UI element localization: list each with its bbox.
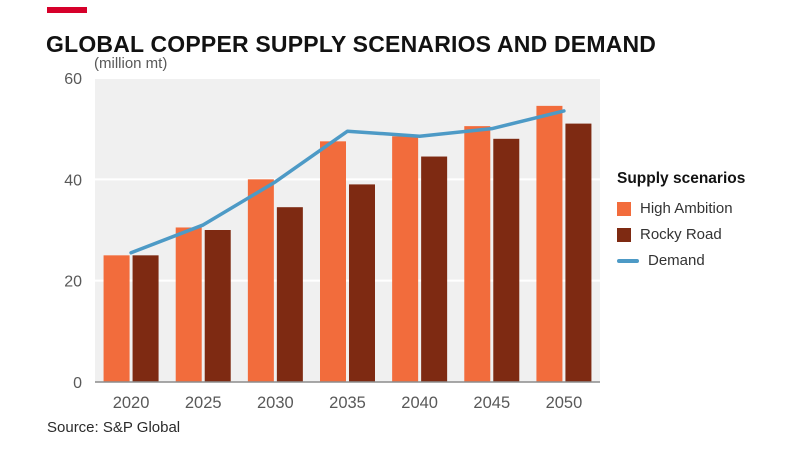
legend-item-high-ambition: High Ambition [617, 200, 745, 217]
bar-rocky-road-2025 [204, 230, 231, 382]
bar-high-ambition-2050 [536, 105, 563, 382]
plot-background [95, 78, 600, 382]
x-tick-label-2020: 2020 [113, 394, 150, 412]
chart-title: GLOBAL COPPER SUPPLY SCENARIOS AND DEMAN… [46, 31, 657, 58]
high-ambition-swatch [617, 201, 631, 216]
legend-item-label: Demand [648, 252, 705, 269]
bar-high-ambition-2030 [247, 179, 274, 382]
bar-rocky-road-2050 [565, 123, 592, 382]
bar-rocky-road-2045 [493, 138, 520, 382]
legend-item-demand: Demand [617, 252, 745, 269]
x-tick-label-2045: 2045 [473, 394, 510, 412]
demand-swatch [617, 258, 639, 263]
bar-rocky-road-2035 [349, 184, 375, 382]
bar-high-ambition-2045 [464, 126, 491, 382]
legend-item-label: Rocky Road [640, 226, 722, 243]
bar-high-ambition-2040 [392, 136, 419, 382]
legend: Supply scenarios High Ambition Rocky Road… [617, 170, 745, 278]
bar-rocky-road-2040 [421, 156, 448, 382]
y-tick-label-60: 60 [64, 71, 82, 88]
demand-line [129, 109, 566, 255]
brand-accent-bar [47, 7, 87, 13]
x-tick-label-2035: 2035 [329, 394, 366, 412]
x-tick-label-2030: 2030 [257, 394, 294, 412]
y-tick-label-20: 20 [64, 274, 82, 291]
x-tick-label-2040: 2040 [401, 394, 438, 412]
y-tick-label-0: 0 [73, 375, 82, 392]
bar-high-ambition-2020 [103, 255, 130, 382]
rocky-road-swatch [617, 227, 631, 242]
y-axis-unit-label: (million mt) [94, 55, 168, 72]
legend-item-label: High Ambition [640, 200, 733, 217]
x-tick-label-2025: 2025 [185, 394, 222, 412]
bar-high-ambition-2025 [175, 227, 202, 382]
bar-rocky-road-2020 [132, 255, 159, 382]
bar-rocky-road-2030 [276, 207, 303, 382]
legend-item-rocky-road: Rocky Road [617, 226, 745, 243]
legend-title: Supply scenarios [617, 170, 746, 187]
x-tick-label-2050: 2050 [546, 394, 583, 412]
source-attribution: Source: S&P Global [47, 419, 181, 436]
y-tick-label-40: 40 [64, 172, 82, 189]
bar-high-ambition-2035 [320, 141, 346, 382]
legend-items: High Ambition Rocky Road Demand [617, 200, 745, 269]
